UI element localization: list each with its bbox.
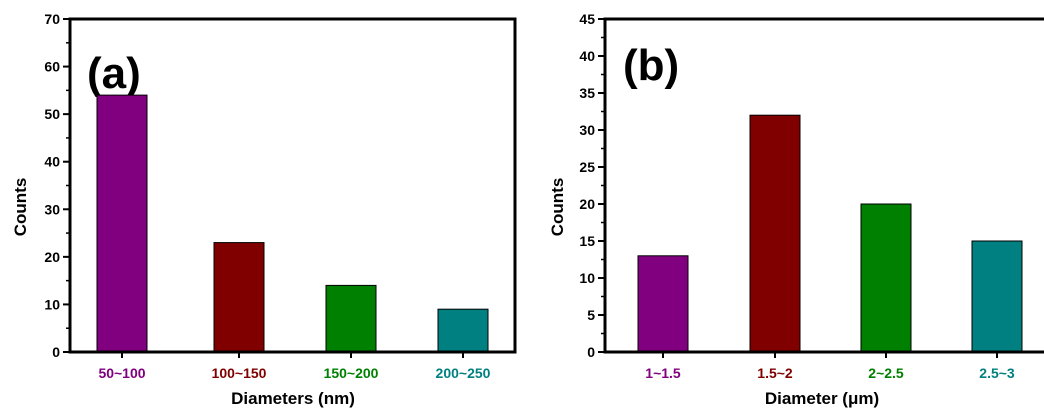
bar [437, 308, 489, 353]
y-tick-label: 0 [587, 344, 595, 360]
x-tick-label: 100~150 [212, 365, 267, 381]
y-tick-label: 20 [579, 196, 595, 212]
x-tick-label: 2~2.5 [868, 365, 904, 381]
chart-panel-b: Counts Diameter (μm) (b) 0 5 10 15 20 25 30 35 4… [548, 11, 1044, 408]
y-tick-label: 35 [579, 85, 595, 101]
x-tick-label: 1.5~2 [757, 365, 793, 381]
y-tick-label: 60 [44, 59, 60, 75]
x-tick-label: 200~250 [436, 365, 491, 381]
bar [971, 240, 1023, 353]
y-tick-label: 70 [44, 11, 60, 27]
chart-panel-a: Counts Diameters (nm) (a) 0 10 20 30 40 50 60 7… [11, 11, 517, 408]
y-tick-label: 40 [44, 154, 60, 170]
panel-label: (b) [623, 41, 679, 90]
x-axis-title: Diameters (nm) [231, 389, 355, 408]
y-tick-label: 25 [579, 159, 595, 175]
bar [96, 94, 148, 353]
x-tick-label: 150~200 [324, 365, 379, 381]
bar [749, 114, 801, 353]
y-tick-label: 20 [44, 249, 60, 265]
y-tick-label: 10 [44, 296, 60, 312]
y-tick-label: 50 [44, 106, 60, 122]
y-axis-title: Counts [548, 178, 567, 237]
y-tick-label: 45 [579, 11, 595, 27]
bar [860, 203, 912, 353]
plot-frame [603, 17, 1044, 354]
y-tick-label: 5 [587, 307, 595, 323]
panel-label: (a) [87, 49, 141, 98]
bar [213, 242, 265, 353]
x-tick-label: 2.5~3 [979, 365, 1015, 381]
x-tick-label: 1~1.5 [645, 365, 681, 381]
y-tick-label: 10 [579, 270, 595, 286]
plot-frame [68, 17, 517, 354]
x-tick-label: 50~100 [98, 365, 145, 381]
y-tick-label: 30 [44, 201, 60, 217]
y-tick-label: 30 [579, 122, 595, 138]
bar [325, 284, 377, 353]
bar [637, 255, 689, 353]
y-tick-label: 0 [52, 344, 60, 360]
y-tick-label: 15 [579, 233, 595, 249]
y-axis-title: Counts [11, 178, 30, 237]
x-axis-title: Diameter (μm) [765, 389, 879, 408]
y-tick-label: 40 [579, 48, 595, 64]
